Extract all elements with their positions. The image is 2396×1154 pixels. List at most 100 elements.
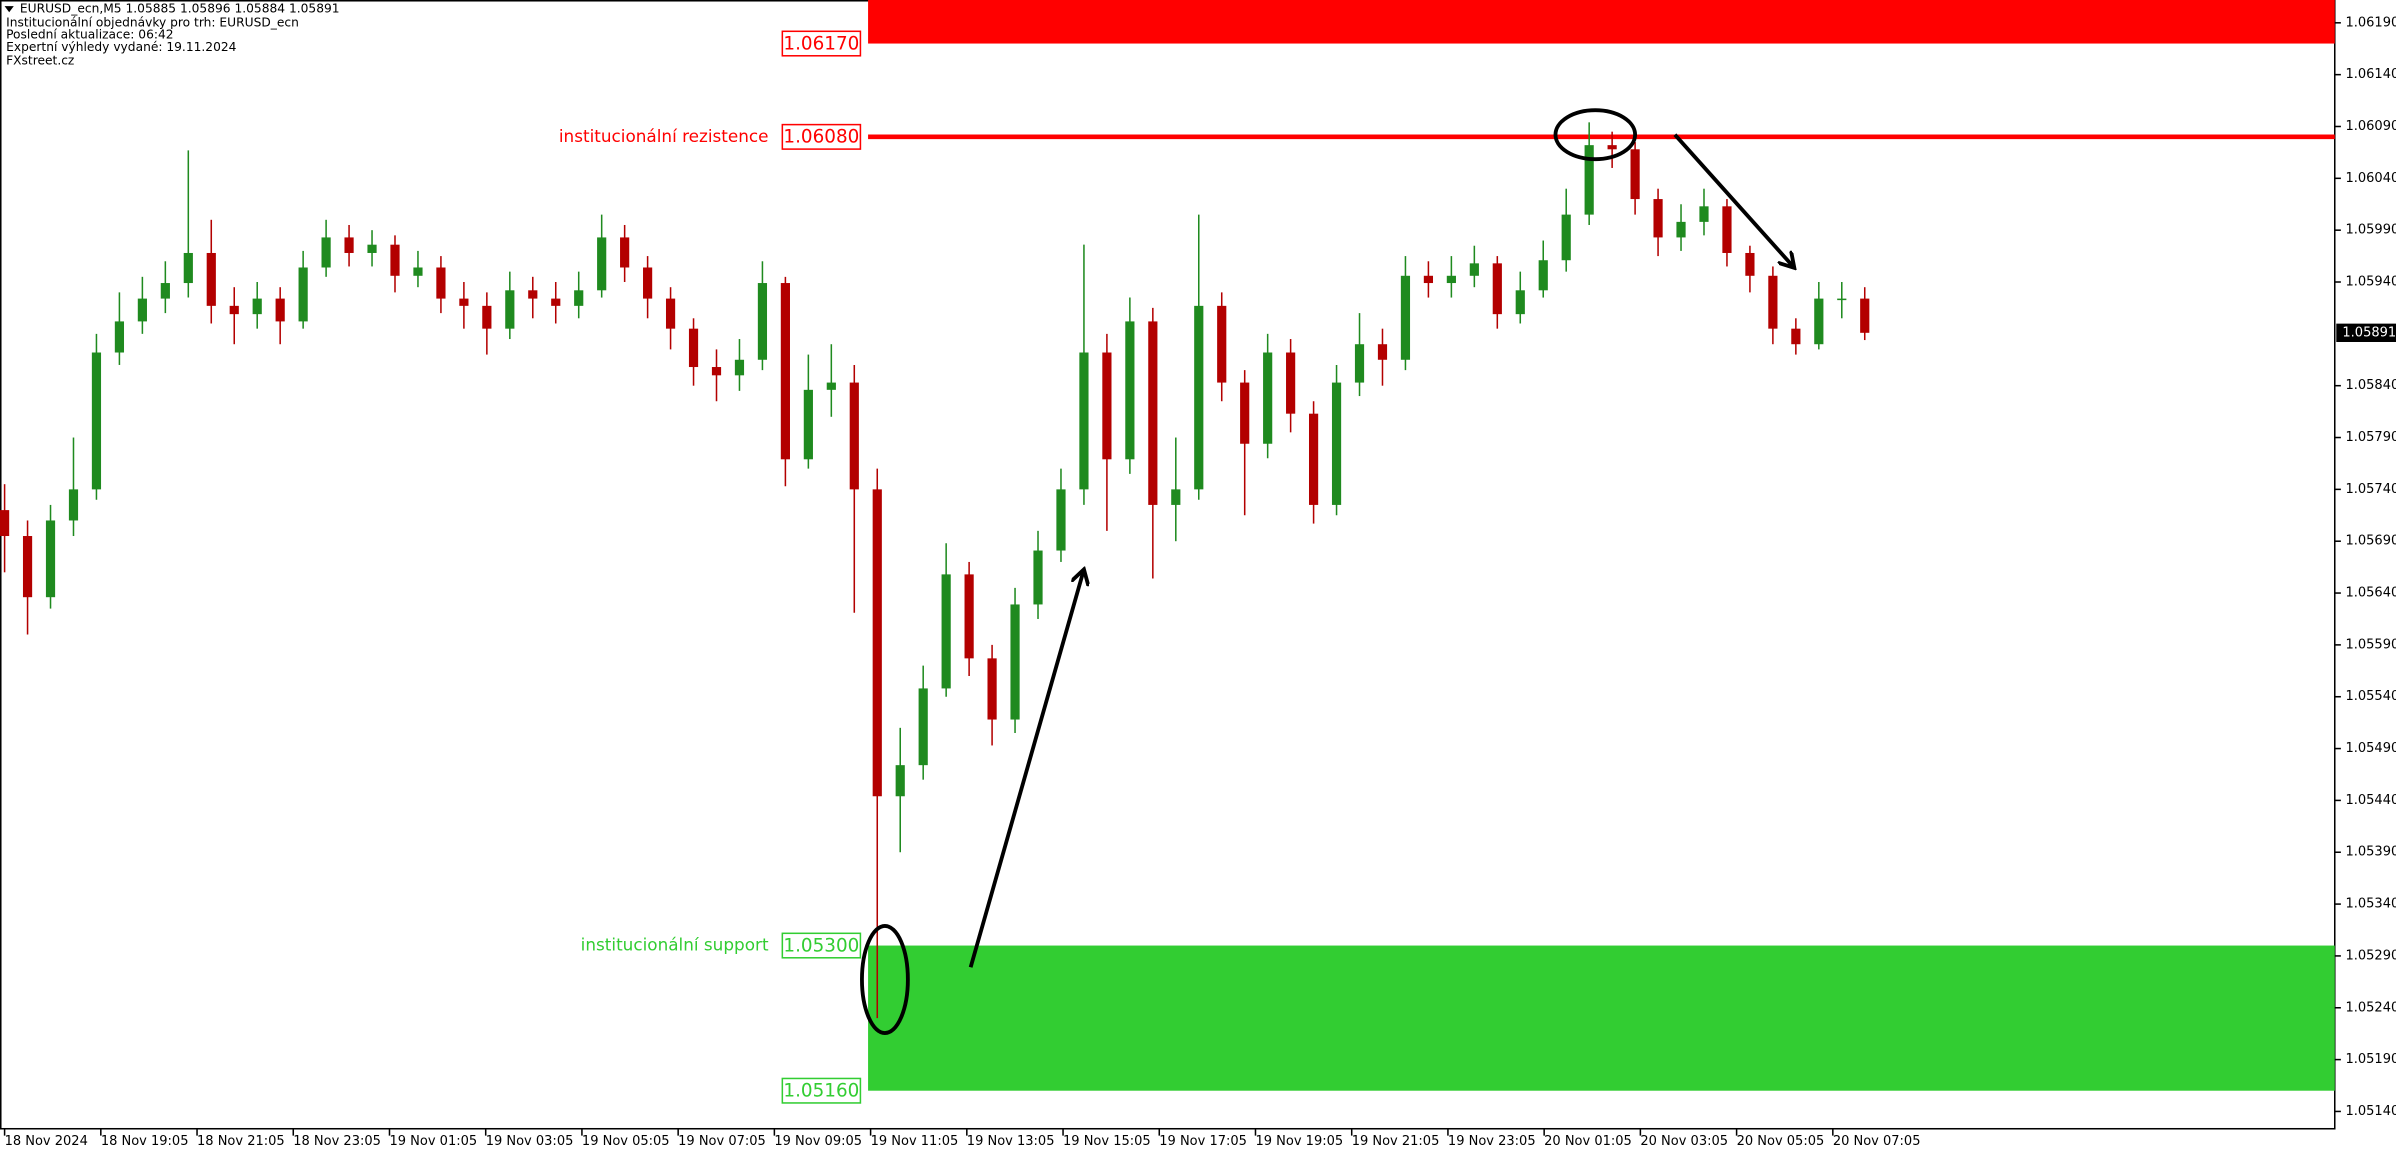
candle-body <box>1653 199 1663 238</box>
candle-body <box>688 328 699 368</box>
candle-body <box>344 237 354 253</box>
y-tick-label: 1.05390 <box>2345 845 2396 860</box>
x-tick-label: 18 Nov 19:05 <box>101 1134 189 1149</box>
candle-body <box>321 237 331 268</box>
x-tick-label: 19 Nov 09:05 <box>774 1134 862 1149</box>
y-tick-label: 1.05190 <box>2345 1052 2396 1067</box>
candle-body <box>22 536 33 598</box>
candle-body <box>459 298 469 306</box>
y-tick-label: 1.05540 <box>2345 689 2396 704</box>
x-tick-label: 20 Nov 01:05 <box>1544 1134 1632 1149</box>
candle-body <box>1722 206 1732 253</box>
y-tick-label: 1.05240 <box>2345 1000 2396 1015</box>
header-icon <box>4 6 14 13</box>
candle-body <box>1263 352 1273 444</box>
support-label: institucionální support <box>581 935 769 955</box>
candle-body <box>872 489 882 797</box>
candle-body <box>1791 328 1801 345</box>
candle-body <box>206 252 216 306</box>
candle-body <box>1286 352 1296 414</box>
candle-body <box>987 658 997 720</box>
x-tick-label: 20 Nov 07:05 <box>1833 1134 1921 1149</box>
candle-body <box>252 298 262 315</box>
y-tick-label: 1.05440 <box>2345 793 2396 808</box>
x-tick-label: 19 Nov 21:05 <box>1352 1134 1440 1149</box>
candle-body <box>1331 382 1342 505</box>
y-tick-label: 1.06090 <box>2345 119 2396 134</box>
x-tick-label: 18 Nov 21:05 <box>197 1134 285 1149</box>
candle-body <box>1814 298 1824 345</box>
candle-body <box>734 359 745 376</box>
level-label: 1.05300 <box>783 935 859 956</box>
candle-body <box>643 267 653 299</box>
x-tick-label: 19 Nov 05:05 <box>582 1134 670 1149</box>
candle-body <box>1240 382 1250 444</box>
candle-body <box>826 382 836 390</box>
candle-body <box>183 252 193 284</box>
candle-body <box>367 244 377 253</box>
candle-body <box>1607 145 1617 150</box>
y-tick-label: 1.06040 <box>2345 171 2396 186</box>
candle-body <box>1837 298 1847 301</box>
candle-body <box>849 382 859 490</box>
candle-body <box>1217 305 1227 383</box>
y-tick-label: 1.05140 <box>2345 1104 2396 1119</box>
candle-body <box>528 290 538 299</box>
candle-body <box>275 298 285 322</box>
candle-body <box>1148 321 1158 505</box>
candle-body <box>229 305 239 315</box>
candle-body <box>482 305 492 329</box>
candle-body <box>551 298 561 306</box>
x-tick-label: 19 Nov 03:05 <box>486 1134 574 1149</box>
x-tick-label: 18 Nov 23:05 <box>293 1134 381 1149</box>
level-box <box>781 1077 862 1104</box>
candle-body <box>1079 352 1089 490</box>
candle-body <box>757 283 768 360</box>
header-line: Institucionální objednávky pro trh: EURU… <box>6 15 299 29</box>
candle-body <box>0 510 10 537</box>
resistance-label: institucionální rezistence <box>559 126 769 146</box>
y-tick-label: 1.05790 <box>2345 430 2396 445</box>
current-price-box <box>2336 323 2396 342</box>
candle-body <box>45 520 56 598</box>
x-tick-label: 19 Nov 13:05 <box>967 1134 1055 1149</box>
y-tick-label: 1.05340 <box>2345 897 2396 912</box>
candle-body <box>803 389 813 460</box>
level-label: 1.06170 <box>783 33 859 54</box>
candle-body <box>436 267 446 299</box>
candle-body <box>711 367 722 376</box>
x-tick-label: 19 Nov 15:05 <box>1063 1134 1151 1149</box>
y-tick-label: 1.05290 <box>2345 948 2396 963</box>
x-tick-label: 19 Nov 07:05 <box>678 1134 766 1149</box>
annotation-ellipse <box>1553 108 1638 162</box>
header-line: Expertní výhledy vydané: 19.11.2024 <box>6 40 237 54</box>
candle-body <box>1056 489 1066 551</box>
x-tick-label: 20 Nov 05:05 <box>1737 1134 1825 1149</box>
x-tick-label: 19 Nov 19:05 <box>1255 1134 1343 1149</box>
level-box <box>781 123 862 150</box>
header: EURUSD_ecn,M5 1.05885 1.05896 1.05884 1.… <box>4 2 340 68</box>
x-tick-label: 19 Nov 11:05 <box>871 1134 959 1149</box>
annotation-arrow <box>1673 133 1794 268</box>
candle-body <box>1699 206 1709 222</box>
candle-body <box>505 290 515 329</box>
header-line: Poslední aktualizace: 06:42 <box>6 28 173 42</box>
candle-body <box>1377 344 1388 360</box>
candle-body <box>964 574 974 659</box>
candle-body <box>1125 321 1135 460</box>
level-box <box>781 30 862 57</box>
candle-body <box>620 237 630 268</box>
candle-body <box>298 267 308 322</box>
candle-body <box>1400 275 1411 360</box>
candle-body <box>1010 604 1020 720</box>
support-zone <box>868 945 2335 1091</box>
level-box <box>781 932 862 959</box>
candle-body <box>597 237 607 291</box>
y-tick-label: 1.05740 <box>2345 482 2396 497</box>
candle-body <box>1102 352 1112 460</box>
candle-body <box>1423 275 1434 284</box>
candle-body <box>1745 252 1755 276</box>
current-price-label: 1.05891 <box>2342 325 2396 340</box>
x-tick-label: 18 Nov 2024 <box>5 1134 88 1149</box>
candle-body <box>114 321 125 353</box>
